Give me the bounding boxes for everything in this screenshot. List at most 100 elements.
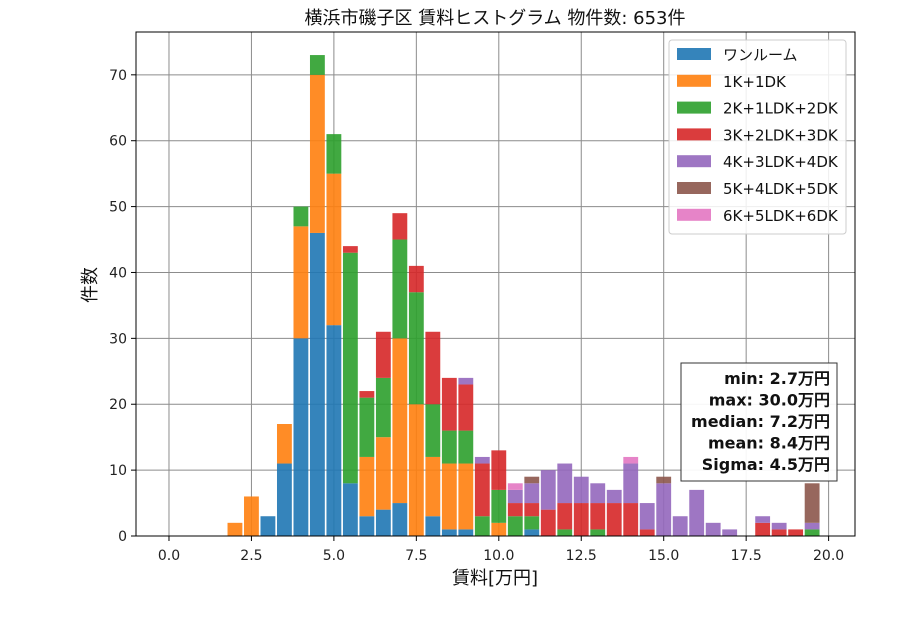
bar-segment-s4 <box>722 529 738 536</box>
bar-segment-s3 <box>491 450 507 490</box>
bar-segment-s3 <box>441 377 457 431</box>
x-tick-label: 10.0 <box>483 548 514 564</box>
bar-segment-s0 <box>260 516 276 536</box>
bar-segment-s2 <box>326 134 342 174</box>
legend-swatch <box>677 208 711 221</box>
x-tick-label: 2.5 <box>240 548 262 564</box>
bar-segment-s2 <box>474 516 490 536</box>
bar-segment-s2 <box>458 430 474 464</box>
y-tick-label: 70 <box>109 68 127 84</box>
bar-segment-s4 <box>524 483 540 504</box>
bar-segment-s4 <box>557 463 573 504</box>
bar-segment-s2 <box>524 516 540 530</box>
x-axis-title: 賃料[万円] <box>452 568 538 589</box>
y-tick-label: 0 <box>118 529 127 545</box>
legend-frame <box>668 39 847 235</box>
bar-segment-s0 <box>425 516 441 536</box>
bar-segment-s1 <box>491 522 507 536</box>
legend-label: 3K+2LDK+3DK <box>723 126 839 144</box>
bar-segment-s3 <box>606 503 622 536</box>
bar-segment-s3 <box>639 529 655 536</box>
bar-segment-s0 <box>524 529 540 536</box>
bar-segment-s3 <box>359 391 375 398</box>
bar-segment-s2 <box>441 430 457 464</box>
stats-line: Sigma: 4.5万円 <box>702 455 830 474</box>
bar-segment-s4 <box>540 470 556 510</box>
bar-segment-s0 <box>342 483 358 536</box>
bar-segment-s2 <box>491 489 507 523</box>
bar-segment-s1 <box>293 226 309 339</box>
bar-segment-s3 <box>392 213 408 240</box>
bar-segment-s4 <box>623 463 639 504</box>
bar-segment-s4 <box>656 483 672 536</box>
y-tick-label: 30 <box>109 331 127 347</box>
plot-frame <box>135 31 856 537</box>
bar-segment-s0 <box>293 338 309 536</box>
bar-segment-s4 <box>804 522 820 530</box>
bar-segment-s1 <box>441 463 457 530</box>
bar-segment-s4 <box>590 483 606 504</box>
bar-segment-s4 <box>705 522 721 536</box>
bar-segment-s0 <box>375 509 391 536</box>
legend-label: 2K+1LDK+2DK <box>723 100 839 118</box>
y-tick-label: 50 <box>109 200 127 216</box>
bar-segment-s1 <box>244 496 259 536</box>
x-tick-label: 20.0 <box>813 548 844 564</box>
bar-segment-s3 <box>408 265 424 293</box>
bar-segment-s1 <box>408 404 424 536</box>
stats-line: min: 2.7万円 <box>724 369 830 388</box>
bar-segment-s4 <box>689 489 705 536</box>
bar-segment-s2 <box>392 239 408 339</box>
bar-segment-s3 <box>755 522 771 536</box>
x-tick-label: 5.0 <box>323 548 345 564</box>
bar-segment-s4 <box>458 377 474 385</box>
legend-swatch <box>677 74 711 87</box>
bar-segment-s0 <box>458 529 474 536</box>
bar-segment-s3 <box>590 503 606 530</box>
legend-swatch <box>677 182 711 194</box>
bar-segment-s3 <box>540 509 556 536</box>
bar-segment-s3 <box>425 331 441 405</box>
bar-segment-s0 <box>441 529 457 536</box>
bar-segment-s2 <box>375 377 391 438</box>
legend-swatch <box>677 48 711 60</box>
x-tick-label: 0.0 <box>158 548 180 564</box>
bar-segment-s0 <box>276 463 292 536</box>
bar-segment-s0 <box>359 516 375 536</box>
legend-label: 6K+5LDK+6DK <box>723 207 839 225</box>
bar-segment-s2 <box>408 292 424 405</box>
grid-layer <box>136 32 855 537</box>
legend-label: 1K+1DK <box>723 73 787 91</box>
bar-segment-s6 <box>507 483 523 490</box>
ticks-layer: 0.0 2.5 5.0 7.5 10.0 12.5 15.0 17.5 20.0 0 10 20 30 4… <box>109 68 844 564</box>
bar-segment-s4 <box>474 456 490 464</box>
bar-segment-s3 <box>573 503 589 536</box>
bar-segment-s3 <box>788 529 804 536</box>
stats-line: max: 30.0万円 <box>709 391 830 410</box>
bar-segment-s5 <box>656 476 672 484</box>
bar-segment-s1 <box>309 74 325 233</box>
stats-line: mean: 8.4万円 <box>708 434 830 453</box>
bar-segment-s6 <box>623 456 639 464</box>
bar-segment-s4 <box>606 489 622 504</box>
bar-segment-s4 <box>639 503 655 530</box>
chart-title: 横浜市磯子区 賃料ヒストグラム 物件数: 653件 <box>304 8 685 29</box>
y-axis-title: 件数 <box>80 267 101 303</box>
bar-segment-s4 <box>573 476 589 504</box>
bar-segment-s1 <box>392 338 408 504</box>
bar-segment-s1 <box>326 173 342 326</box>
bar-segment-s3 <box>524 503 540 517</box>
legend-label: 5K+4LDK+5DK <box>723 180 839 198</box>
bar-segment-s4 <box>672 516 688 536</box>
x-tick-label: 12.5 <box>566 548 597 564</box>
bar-segment-s2 <box>425 404 441 457</box>
x-tick-label: 17.5 <box>731 548 762 564</box>
bar-segment-s3 <box>623 503 639 536</box>
bar-segment-s1 <box>276 424 292 464</box>
stats-line: median: 7.2万円 <box>691 412 830 431</box>
bar-segment-s2 <box>804 529 820 536</box>
bar-segment-s1 <box>227 522 243 536</box>
stats-frame <box>680 362 838 482</box>
